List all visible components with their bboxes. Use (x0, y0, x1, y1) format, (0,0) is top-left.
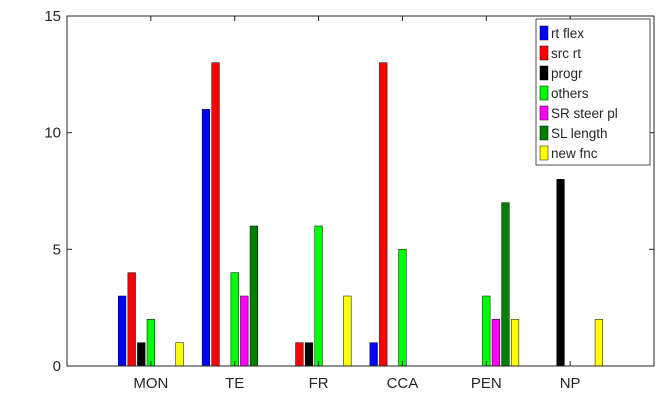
bar-src-rt-fr (295, 342, 304, 367)
legend-label: progr (551, 66, 583, 81)
legend-swatch (539, 145, 549, 161)
bar-progr-fr (304, 342, 314, 367)
bar-new-fnc-fr (343, 295, 352, 367)
bar-progr-np (556, 179, 565, 367)
y-tick-label: 15 (44, 8, 61, 25)
x-tick-label: MON (133, 375, 168, 392)
bar-new-fnc-mon (175, 342, 184, 367)
legend-swatch (539, 125, 549, 141)
x-tick-label: PEN (471, 375, 502, 392)
bar-others-pen (482, 295, 491, 367)
bar-sl-length-te (249, 225, 258, 367)
legend-swatch (539, 85, 549, 101)
axes-box (66, 15, 655, 367)
x-tick-label: CCA (387, 375, 419, 392)
bar-sr-steer-pl-te (240, 295, 249, 367)
bar-new-fnc-np (594, 319, 603, 367)
legend: rt flex src rt progr others SR steer pl SL le… (535, 18, 651, 166)
legend-swatch (539, 45, 549, 61)
legend-label: rt flex (551, 26, 584, 41)
bar-rt-flex-te (201, 109, 211, 367)
legend-box (535, 18, 651, 166)
y-tick-label: 0 (53, 358, 61, 375)
y-tick-label: 10 (44, 125, 61, 142)
legend-swatch (539, 105, 549, 121)
bar-others-fr (314, 225, 323, 367)
x-tick-label: FR (309, 375, 329, 392)
bar-others-cca (398, 249, 407, 367)
x-tick-label: NP (560, 375, 581, 392)
bar-rt-flex-cca (369, 342, 378, 367)
bar-sl-length-pen (501, 202, 510, 367)
bar-others-te (230, 272, 239, 367)
y-tick-label: 5 (53, 241, 61, 258)
legend-label: SL length (551, 126, 608, 141)
x-tick-label: TE (225, 375, 244, 392)
bar-new-fnc-pen (510, 319, 520, 367)
bar-sr-steer-pl-pen (491, 319, 500, 367)
legend-label: src rt (551, 46, 581, 61)
legend-label: SR steer pl (551, 106, 618, 121)
bar-progr-mon (137, 342, 146, 367)
bar-src-rt-mon (127, 272, 136, 367)
bar-rt-flex-mon (118, 295, 127, 367)
bar-src-rt-te (211, 62, 220, 367)
legend-label: others (551, 86, 589, 101)
legend-label: new fnc (551, 146, 598, 161)
legend-swatch (539, 25, 549, 41)
axes-group: 0 5 10 15 MON TE FR CCA PEN NP (44, 8, 655, 392)
legend-swatch (539, 65, 549, 81)
bar-others-mon (146, 319, 155, 367)
bar-src-rt-cca (379, 62, 388, 367)
